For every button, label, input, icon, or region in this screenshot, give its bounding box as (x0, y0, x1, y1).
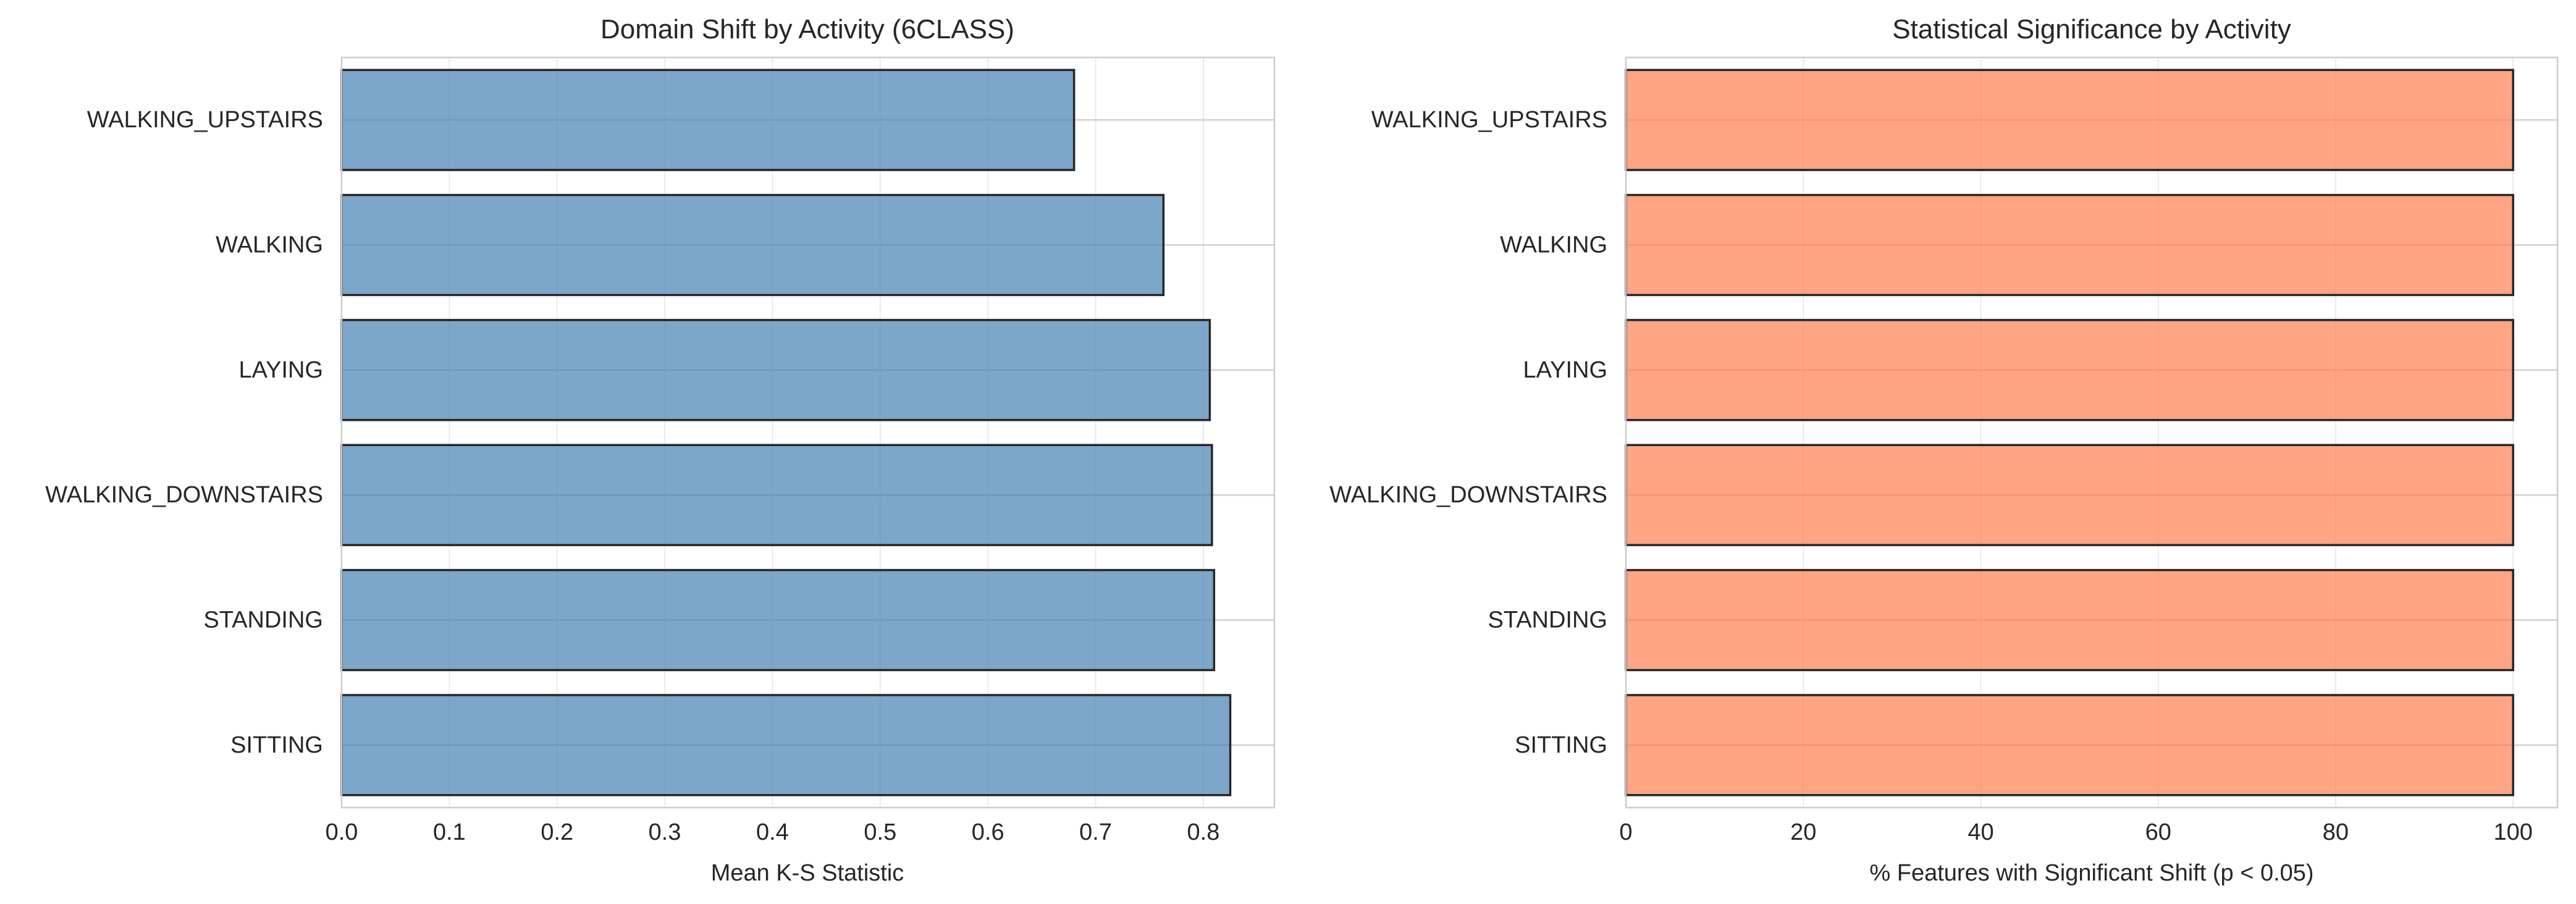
x-tick-label: 0.8 (1187, 819, 1220, 845)
x-tick-label: 100 (2493, 819, 2532, 845)
x-tick-label: 0.1 (433, 819, 466, 845)
y-tick-label: SITTING (1515, 732, 1607, 758)
plot-frame (340, 56, 1276, 809)
bar (340, 193, 1165, 297)
y-tick-label: WALKING_UPSTAIRS (1371, 107, 1607, 133)
x-tick-label: 0.6 (972, 819, 1004, 845)
x-axis-label: Mean K-S Statistic (711, 860, 904, 886)
bar (1625, 444, 2514, 546)
chart-title: Statistical Significance by Activity (1892, 14, 2291, 44)
x-tick-label: 0.4 (756, 819, 789, 845)
domain-shift-chart: Domain Shift by Activity (6CLASS) Mean K… (45, 14, 1276, 886)
y-tick-label: WALKING_DOWNSTAIRS (45, 482, 323, 508)
bar (340, 69, 1075, 171)
y-tick-label: SITTING (230, 732, 323, 758)
x-tick-label: 0.2 (541, 819, 573, 845)
x-tick-label: 80 (2323, 819, 2349, 845)
bars (340, 69, 1232, 796)
bar (1625, 568, 2514, 672)
x-tick-label: 0 (1619, 819, 1632, 845)
x-tick-label: 20 (1790, 819, 1816, 845)
chart-title: Domain Shift by Activity (6CLASS) (600, 14, 1014, 44)
x-axis-label: % Features with Significant Shift (p < 0… (1869, 860, 2313, 886)
x-tick-label: 0.5 (864, 819, 896, 845)
x-tick-label: 0.0 (326, 819, 358, 845)
x-tick-label: 40 (1968, 819, 1993, 845)
y-tick-label: STANDING (1488, 607, 1607, 633)
bar (340, 319, 1211, 421)
bar (1625, 319, 2514, 421)
statistical-significance-chart: Statistical Significance by Activity % F… (1329, 14, 2559, 886)
y-tick-label: LAYING (238, 357, 323, 383)
x-tick-label: 60 (2145, 819, 2171, 845)
y-tick-label: WALKING (1500, 232, 1607, 258)
y-tick-label: STANDING (203, 607, 323, 633)
y-tick-label: LAYING (1523, 357, 1607, 383)
bar (1625, 694, 2514, 796)
bar (340, 568, 1216, 672)
bar (340, 444, 1213, 546)
bars (1625, 69, 2514, 796)
y-tick-label: WALKING_UPSTAIRS (87, 107, 323, 133)
y-tick-label: WALKING_DOWNSTAIRS (1329, 482, 1607, 508)
y-tick-label: WALKING (216, 232, 323, 258)
bar (340, 694, 1232, 796)
bar (1625, 193, 2514, 297)
x-tick-label: 0.7 (1079, 819, 1112, 845)
plot-frame (1625, 56, 2559, 809)
bar (1625, 69, 2514, 171)
x-tick-label: 0.3 (649, 819, 681, 845)
